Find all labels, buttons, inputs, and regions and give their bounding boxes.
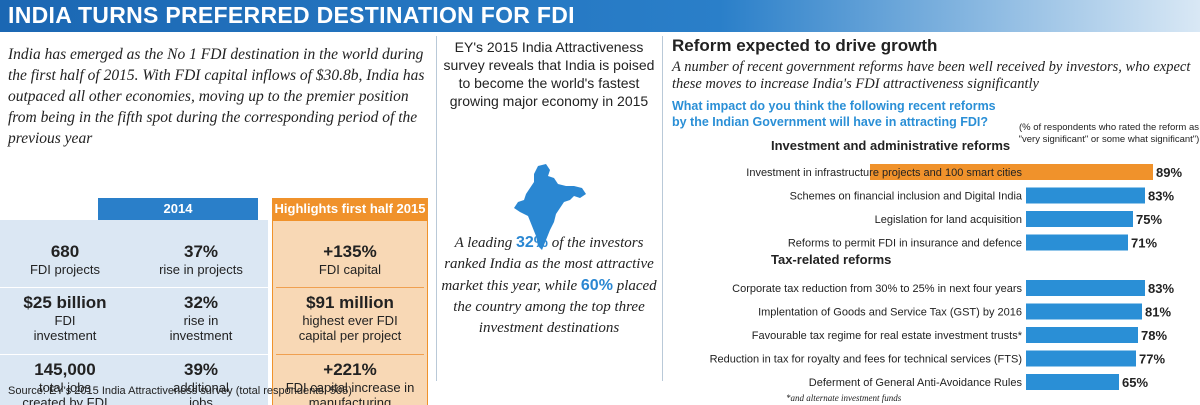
chart-category-label: Favourable tax regime for real estate in… [752, 330, 1023, 342]
stat-label: FDI projects [29, 262, 101, 277]
chart-value-label: 71% [1131, 236, 1157, 251]
chart-category-label: Reforms to permit FDI in insurance and d… [788, 238, 1022, 250]
stat-value: 680 [50, 242, 80, 261]
row-divider [0, 287, 268, 288]
stat-label: FDI capital [318, 262, 382, 277]
chart-bar [870, 164, 1153, 180]
chart-group-title: Investment and administrative reforms [771, 138, 1010, 153]
chart-bar [1026, 234, 1128, 251]
stat-value: 145,000 [34, 360, 96, 379]
highlight-capital-per-project: $91 million highest ever FDI capital per… [276, 293, 424, 343]
chart-category-label: Corporate tax reduction from 30% to 25% … [732, 283, 1022, 295]
investor-ranking-text: A leading 32% of the investors ranked In… [440, 232, 658, 339]
stat-label: FDI capital increase in manufacturing [285, 380, 415, 405]
middle-column: EY's 2015 India Attractiveness survey re… [440, 36, 658, 381]
stat-total-jobs: 145,000 total jobs created by FDI [0, 360, 130, 405]
stat-value: +135% [323, 242, 377, 261]
chart-value-label: 75% [1136, 212, 1162, 227]
row-divider [276, 287, 424, 288]
chart-bar [1026, 327, 1138, 343]
chart-category-label: Reduction in tax for royalty and fees fo… [710, 354, 1022, 366]
chart-footnote: *and alternate investment funds [786, 393, 902, 403]
stat-value: 37% [183, 242, 219, 261]
row-divider [0, 354, 268, 355]
header-banner: INDIA TURNS PREFERRED DESTINATION FOR FD… [0, 0, 1200, 32]
chart-value-label: 89% [1156, 165, 1182, 180]
column-divider [436, 36, 437, 381]
chart-category-label: Legislation for land acquisition [875, 214, 1022, 226]
chart-bar [1026, 280, 1145, 296]
column-header-highlights: Highlights first half 2015 [272, 198, 428, 220]
survey-summary: EY's 2015 India Attractiveness survey re… [443, 39, 655, 109]
page-title: INDIA TURNS PREFERRED DESTINATION FOR FD… [8, 2, 575, 28]
stat-value: 39% [183, 360, 219, 379]
right-column: Reform expected to drive growth A number… [668, 36, 1200, 405]
stat-value: 32% [183, 293, 219, 312]
stat-label: FDI investment [33, 313, 97, 343]
stat-rise-projects: 37% rise in projects [136, 242, 266, 277]
chart-category-label: Schemes on financial inclusion and Digit… [790, 191, 1023, 203]
source-note: Source: EY's 2015 India Attractiveness s… [8, 385, 352, 397]
stat-label: highest ever FDI capital per project [298, 313, 402, 343]
chart-bar [1026, 374, 1119, 390]
reform-bar-chart: Investment and administrative reforms 89%… [710, 138, 1182, 390]
chart-value-label: 77% [1139, 352, 1165, 367]
chart-category-label: Implentation of Goods and Service Tax (G… [758, 307, 1022, 319]
reform-title: Reform expected to drive growth [672, 36, 938, 55]
stat-label: additional jobs [173, 380, 229, 405]
stat-rise-investment: 32% rise in investment [136, 293, 266, 343]
respondents-note: (% of respondents who rated the reform a… [1018, 122, 1200, 145]
chart-category-label: Investment in infrastructure projects an… [746, 167, 1022, 179]
left-column: India has emerged as the No 1 FDI destin… [0, 40, 432, 405]
india-map-icon [514, 164, 586, 250]
column-header-2014: 2014 [98, 198, 258, 220]
chart-bar [1026, 303, 1142, 320]
stat-label: rise in projects [159, 262, 243, 277]
column-divider [662, 36, 663, 381]
table-highlights-background [272, 220, 428, 405]
stat-fdi-investment: $25 billion FDI investment [0, 293, 130, 343]
survey-question: What impact do you think the following r… [672, 99, 996, 129]
highlight-fdi-capital: +135% FDI capital [276, 242, 424, 277]
stat-fdi-projects: 680 FDI projects [0, 242, 130, 277]
chart-value-label: 78% [1141, 328, 1167, 343]
chart-bar [1026, 211, 1133, 227]
chart-value-label: 83% [1148, 281, 1174, 296]
left-intro-text: India has emerged as the No 1 FDI destin… [8, 46, 425, 147]
body-text: placed the country among the top three i… [453, 278, 657, 336]
chart-value-label: 65% [1122, 375, 1148, 390]
stats-table: 2014 Highlights first half 2015 680 FDI … [0, 198, 432, 405]
stat-label: total jobs created by FDI [22, 380, 108, 405]
chart-group-title: Tax-related reforms [771, 252, 891, 267]
stat-value: $25 billion [23, 293, 107, 312]
chart-value-label: 83% [1148, 189, 1174, 204]
chart-bar [1026, 350, 1136, 367]
row-divider [276, 354, 424, 355]
stat-additional-jobs: 39% additional jobs [136, 360, 266, 405]
stat-value: +221% [323, 360, 377, 379]
body-text: of the investors ranked India as the mos… [441, 235, 654, 294]
chart-bar [1026, 187, 1145, 204]
reform-intro: A number of recent government reforms ha… [672, 59, 1191, 92]
pct-32: 32% [515, 234, 548, 251]
pct-60: 60% [580, 277, 613, 294]
stat-label: rise in investment [169, 313, 233, 343]
table-2014-background [0, 220, 268, 405]
chart-value-label: 81% [1145, 305, 1171, 320]
highlight-manufacturing: +221% FDI capital increase in manufactur… [276, 360, 424, 405]
stat-value: $91 million [306, 293, 394, 312]
chart-category-label: Deferment of General Anti-Avoidance Rule… [809, 377, 1023, 389]
body-text: A leading [454, 235, 516, 251]
